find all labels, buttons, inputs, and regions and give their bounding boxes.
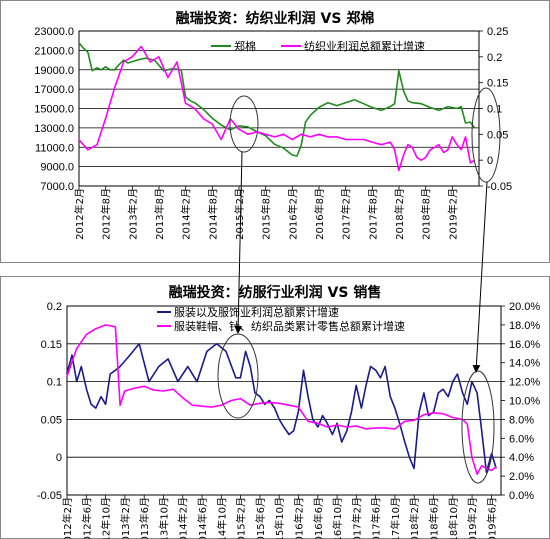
y-right-tick-label: 12.0% [509, 377, 540, 389]
y-right-tick-label: -0.05 [487, 181, 512, 193]
y-left-tick-label: 0.05 [41, 414, 62, 426]
y-left-tick-label: -0.05 [37, 490, 62, 502]
x-tick-label: 2012年6月 [80, 497, 93, 539]
y-left-tick-label: 9000.0 [40, 162, 74, 174]
x-tick-label: 2017年6月 [370, 497, 383, 539]
x-tick-label: 2014年2月 [177, 497, 190, 539]
chart-panel-textile: 融瑞投资：纺织业利润 VS 郑棉 23000.0 21000.0 19000.0 17… [0, 0, 550, 263]
x-tick-label: 2015年2月 [233, 188, 246, 240]
y-left-tick-label: 0.1 [47, 377, 62, 389]
y-left-tick-label: 13000.0 [34, 123, 74, 135]
x-tick-label: 2014年6月 [196, 497, 209, 539]
x-tick-label: 2012年2月 [61, 497, 74, 539]
chart-title: 融瑞投资：纺织业利润 VS 郑棉 [176, 10, 375, 27]
x-tick-label: 2018年8月 [420, 188, 433, 240]
y-left-tick-label: 7000.0 [40, 181, 74, 193]
x-tick-label: 2017年2月 [340, 188, 353, 240]
x-tick-label: 2018年6月 [428, 497, 441, 539]
x-tick-label: 2016年10月 [331, 497, 344, 539]
x-tick-label: 2016年2月 [292, 497, 305, 539]
legend-label: 服装以及服饰业利润总额累计增速 [174, 305, 339, 319]
x-tick-label: 2012年2月 [73, 188, 86, 240]
y-right-tick-label: 20.0% [509, 301, 540, 313]
y-right-tick-label: 6.0% [509, 433, 534, 445]
y-right-tick-label: 4.0% [509, 452, 534, 464]
x-tick-label: 2013年6月 [138, 497, 151, 539]
y-right-tick-label: 0.1 [487, 104, 502, 116]
x-tick-label: 2018年2月 [408, 497, 421, 539]
y-right-tick-label: 0.25 [487, 26, 508, 38]
y-right-tick-label: 0.2 [487, 52, 502, 64]
chart-apparel-profit-vs-sales: 融瑞投资：纺服行业利润 VS 销售 0.20.150.10.050-0.0520… [37, 284, 540, 539]
x-tick-label: 2018年2月 [393, 188, 406, 240]
x-tick-label: 2015年2月 [235, 497, 248, 539]
y-left-tick-label: 15000.0 [34, 104, 74, 116]
y-right-tick-label: 8.0% [509, 414, 534, 426]
legend-label: 郑棉 [234, 39, 256, 53]
x-tick-label: 2014年10月 [215, 497, 228, 539]
series-line-2 [66, 324, 497, 475]
chart-textile-profit-vs-cotton: 融瑞投资：纺织业利润 VS 郑棉 23000.0 21000.0 19000.0 17… [34, 10, 512, 240]
chart-panel-apparel: 融瑞投资：纺服行业利润 VS 销售 0.2 0.15 0.1 0.05 0 -0.05 20… [0, 276, 550, 539]
x-tick-label: 2013年2月 [119, 497, 132, 539]
x-tick-label: 2016年6月 [312, 497, 325, 539]
y-left-tick-label: 11000.0 [35, 142, 74, 154]
y-left-tick-label: 0.2 [47, 301, 62, 313]
x-tick-label: 2015年8月 [260, 188, 273, 240]
x-tick-label: 2019年6月 [485, 497, 498, 539]
x-tick-label: 2019年2月 [446, 188, 459, 240]
y-right-tick-label: 14.0% [509, 358, 540, 370]
x-tick-label: 2016年2月 [286, 188, 299, 240]
y-right-tick-label: 0 [487, 155, 493, 167]
x-tick-label: 2013年10月 [157, 497, 170, 539]
x-tick-label: 2012年8月 [100, 188, 113, 240]
y-right-tick-label: 0.15 [487, 78, 508, 90]
y-left-tick-label: 19000.0 [34, 65, 74, 77]
chart-title: 融瑞投资：纺服行业利润 VS 销售 [169, 284, 382, 301]
x-tick-label: 2014年8月 [206, 188, 219, 240]
x-tick-label: 2017年10月 [389, 497, 402, 539]
x-tick-label: 2015年10月 [273, 497, 286, 539]
y-right-tick-label: 10.0% [509, 396, 540, 408]
legend-label: 服装鞋帽、针、纺织品类累计零售总额累计增速 [174, 319, 405, 333]
y-right-tick-label: 16.0% [509, 339, 540, 351]
x-tick-label: 2018年10月 [447, 497, 460, 539]
x-tick-label: 2012年10月 [100, 497, 113, 539]
plot-area-frame [66, 305, 502, 496]
x-tick-label: 2016年8月 [313, 188, 326, 240]
legend-label: 纺织业利润总额累计增速 [304, 39, 425, 53]
x-tick-label: 2014年2月 [180, 188, 193, 240]
y-right-tick-label: 0.0% [509, 490, 534, 502]
series-line-1 [66, 343, 497, 474]
y-right-tick-label: 0.05 [487, 129, 508, 141]
y-left-tick-label: 23000.0 [34, 26, 74, 38]
x-tick-label: 2013年8月 [153, 188, 166, 240]
y-left-tick-label: 17000.0 [34, 84, 74, 96]
y-left-tick-label: 21000.0 [34, 45, 74, 57]
series-line-1 [78, 42, 476, 157]
y-right-tick-label: 2.0% [509, 471, 534, 483]
x-tick-label: 2013年2月 [126, 188, 139, 240]
x-tick-label: 2019年2月 [466, 497, 479, 539]
y-left-tick-label: 0 [56, 452, 62, 464]
x-tick-label: 2017年8月 [366, 188, 379, 240]
y-right-tick-label: 18.0% [509, 320, 540, 332]
x-tick-label: 2015年6月 [254, 497, 267, 539]
series-line-2 [78, 45, 476, 172]
y-left-tick-label: 0.15 [41, 339, 62, 351]
x-tick-label: 2017年2月 [350, 497, 363, 539]
